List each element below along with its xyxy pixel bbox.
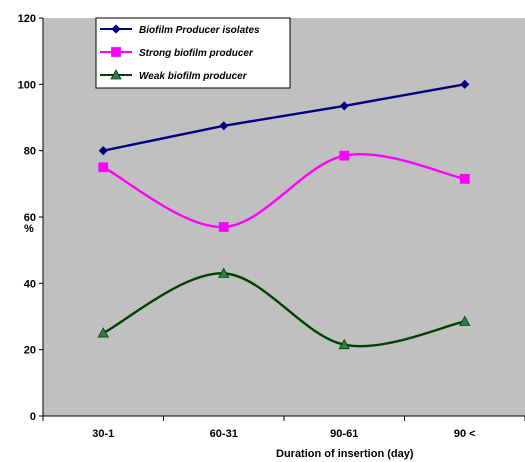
series-1-point <box>98 146 108 156</box>
series-3-point <box>338 338 350 350</box>
series-line-2 <box>102 153 465 229</box>
series-line-1 <box>103 83 465 152</box>
series-3-point <box>97 327 109 338</box>
x-tick-label: 90 < <box>454 428 476 440</box>
y-tick-label: 120 <box>18 13 36 25</box>
y-tick-label: 40 <box>24 278 36 290</box>
y-tick-label: 100 <box>18 79 36 91</box>
x-tick-label: 60-31 <box>210 428 238 440</box>
series-1-point <box>219 121 229 131</box>
legend-marker-2 <box>111 47 121 57</box>
legend-label-3: Weak biofilm producer <box>139 71 248 82</box>
series-1-point <box>339 101 349 111</box>
x-axis-title: Duration of insertion (day) <box>276 448 414 460</box>
y-axis-title: % <box>24 223 34 235</box>
series-2-point <box>459 173 470 184</box>
series-2-point <box>98 162 109 173</box>
y-tick-label: 20 <box>24 345 36 357</box>
series-1-point <box>460 79 470 89</box>
series-2-point <box>218 222 229 232</box>
series-line-3 <box>102 272 465 348</box>
series-3-point <box>218 267 230 278</box>
x-tick-label: 90-61 <box>330 428 358 440</box>
x-tick-label: 30-1 <box>92 428 114 440</box>
legend-label-2: Strong biofilm producer <box>139 48 254 59</box>
legend: Biofilm Producer isolates Strong biofilm … <box>95 17 291 89</box>
legend-marker-1 <box>111 24 121 34</box>
series-3-point <box>459 315 471 326</box>
y-tick-label: 60 <box>24 212 36 224</box>
y-tick-label: 0 <box>30 411 36 423</box>
y-tick-label: 80 <box>24 146 36 158</box>
series-2-point <box>339 150 350 161</box>
legend-label-1: Biofilm Producer isolates <box>139 25 260 36</box>
legend-marker-3 <box>110 69 122 80</box>
